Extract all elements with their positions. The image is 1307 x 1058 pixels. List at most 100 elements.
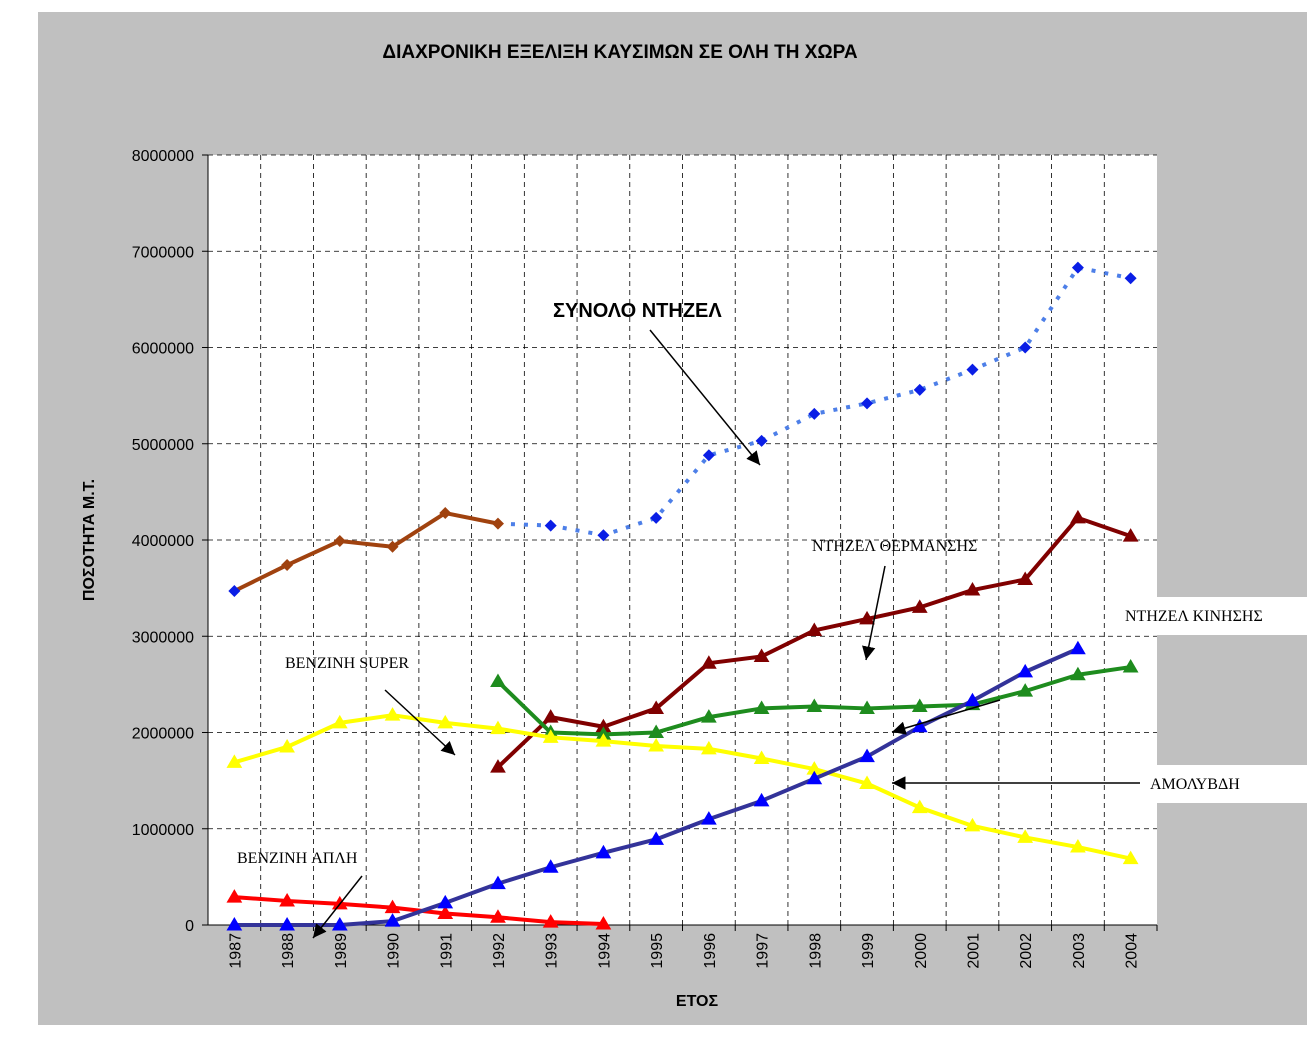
annotation-arrow bbox=[649, 329, 761, 466]
point bbox=[861, 397, 874, 410]
x-tick-label: 1996 bbox=[702, 933, 719, 969]
series-line bbox=[233, 511, 499, 593]
point bbox=[279, 892, 295, 907]
point bbox=[1071, 261, 1084, 274]
annotation: BENZINH ΑΠΛΗ bbox=[237, 850, 358, 867]
point bbox=[1124, 272, 1137, 285]
x-tick-label: 1987 bbox=[227, 933, 244, 969]
point bbox=[595, 844, 612, 859]
x-tick-label: 2003 bbox=[1071, 933, 1088, 969]
point bbox=[542, 859, 559, 873]
point bbox=[1122, 850, 1139, 865]
point bbox=[331, 714, 348, 729]
point bbox=[384, 899, 401, 914]
x-tick-label: 1993 bbox=[544, 933, 561, 969]
point bbox=[386, 540, 399, 553]
point bbox=[648, 700, 665, 714]
point bbox=[753, 750, 770, 764]
point bbox=[333, 534, 346, 547]
point bbox=[226, 889, 243, 903]
point bbox=[1017, 683, 1034, 697]
x-tick-label: 1995 bbox=[649, 933, 666, 969]
point bbox=[1017, 829, 1034, 843]
point bbox=[490, 909, 506, 923]
x-tick-label: 1989 bbox=[333, 933, 350, 969]
point bbox=[384, 707, 401, 721]
point bbox=[490, 875, 506, 890]
point bbox=[1070, 666, 1086, 681]
point bbox=[753, 648, 770, 662]
point bbox=[755, 434, 768, 447]
y-tick-label: 0 bbox=[185, 918, 194, 935]
annotation: ΝΤΗΖΕΛ ΚΙΝΗΣΗΣ bbox=[1125, 608, 1263, 625]
point bbox=[1070, 839, 1086, 853]
point bbox=[595, 916, 612, 930]
y-tick-label: 7000000 bbox=[132, 244, 194, 261]
point bbox=[279, 917, 295, 931]
y-tick-label: 8000000 bbox=[132, 148, 194, 165]
annotation-arrow bbox=[384, 689, 456, 756]
x-tick-label: 1992 bbox=[491, 933, 508, 969]
point bbox=[490, 720, 506, 735]
chart-title: ΔΙΑΧΡΟΝΙΚΗ ΕΞΕΛΙΞΗ ΚΑΥΣΙΜΩΝ ΣΕ ΟΛΗ ΤΗ ΧΩ… bbox=[382, 42, 857, 63]
point bbox=[700, 655, 717, 669]
x-tick-label: 2002 bbox=[1018, 933, 1035, 969]
x-tick-label: 1990 bbox=[386, 933, 403, 969]
point bbox=[1070, 640, 1086, 655]
annotation: ΑΜΟΛΥΒΔΗ bbox=[1150, 776, 1240, 793]
point bbox=[964, 582, 981, 596]
annotation: ΝΤΗΖΕΛ ΘΕΡΜΑΝΣΗΣ bbox=[812, 538, 977, 555]
point bbox=[753, 792, 770, 807]
annotation-box bbox=[1121, 597, 1307, 635]
annotation-box bbox=[1146, 765, 1307, 803]
point bbox=[595, 733, 612, 747]
x-tick-label: 2001 bbox=[965, 933, 982, 969]
annotation-arrow bbox=[891, 699, 1001, 735]
y-tick-label: 3000000 bbox=[132, 629, 194, 646]
point bbox=[911, 718, 928, 733]
point bbox=[859, 775, 875, 790]
annotation-arrow bbox=[862, 565, 886, 661]
y-tick-label: 4000000 bbox=[132, 533, 194, 550]
point bbox=[1017, 663, 1034, 678]
x-axis-label: ΕΤΟΣ bbox=[676, 993, 719, 1010]
point bbox=[226, 754, 243, 768]
point bbox=[384, 913, 401, 927]
point bbox=[1122, 659, 1139, 673]
point bbox=[859, 748, 875, 763]
point bbox=[808, 407, 821, 420]
point bbox=[911, 799, 928, 814]
point bbox=[226, 917, 243, 931]
point bbox=[859, 610, 875, 625]
x-tick-label: 2004 bbox=[1124, 933, 1141, 969]
point bbox=[544, 519, 557, 532]
point bbox=[753, 700, 770, 714]
y-axis-label: ΠΟΣΟΤΗΤΑ Μ.Τ. bbox=[81, 479, 98, 601]
point bbox=[597, 529, 610, 542]
point bbox=[281, 559, 294, 572]
point bbox=[648, 737, 665, 752]
series-line bbox=[233, 713, 1132, 861]
point bbox=[806, 770, 823, 785]
point bbox=[542, 914, 559, 928]
point bbox=[279, 738, 295, 753]
point bbox=[1019, 341, 1032, 354]
point bbox=[702, 449, 715, 462]
point bbox=[648, 724, 665, 738]
point bbox=[331, 895, 348, 910]
point bbox=[806, 698, 823, 713]
x-tick-label: 1991 bbox=[438, 933, 455, 969]
y-tick-label: 6000000 bbox=[132, 341, 194, 358]
x-tick-label: 1994 bbox=[596, 933, 613, 969]
point bbox=[806, 622, 823, 636]
point bbox=[491, 517, 504, 530]
point bbox=[911, 698, 928, 713]
x-tick-label: 1998 bbox=[807, 933, 824, 969]
point bbox=[490, 759, 506, 773]
point bbox=[437, 905, 454, 919]
x-tick-label: 1997 bbox=[755, 933, 772, 969]
point bbox=[964, 692, 981, 707]
point bbox=[859, 700, 875, 714]
point bbox=[650, 511, 663, 524]
